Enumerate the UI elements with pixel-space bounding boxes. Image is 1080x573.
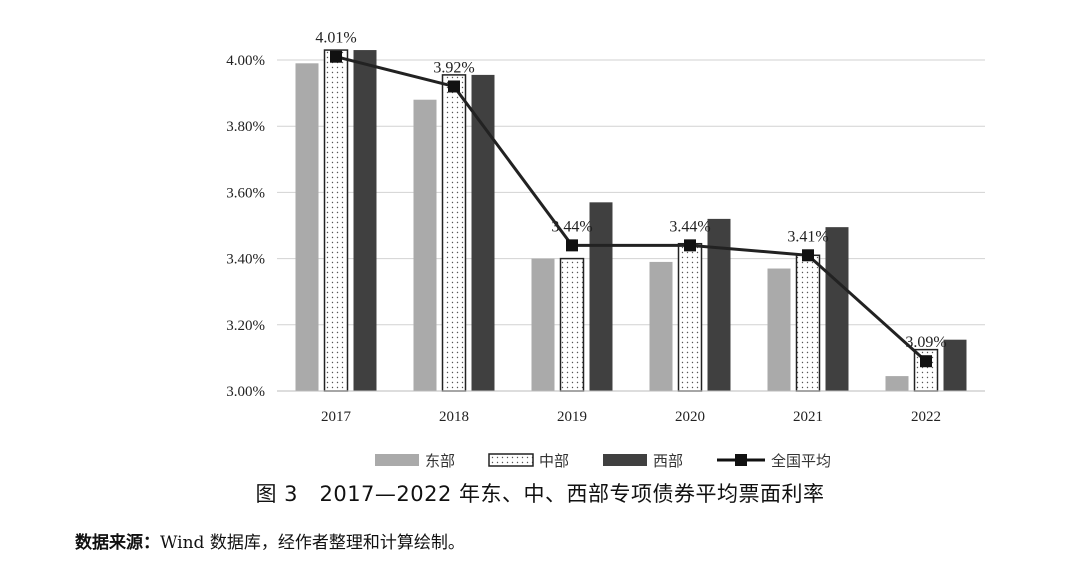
average-marker [684, 239, 696, 252]
legend-swatch-东部 [375, 454, 419, 466]
y-tick-label: 3.60% [226, 185, 265, 201]
bar-西部-2020 [707, 218, 731, 391]
legend-label-中部: 中部 [539, 452, 569, 470]
data-label: 3.44% [551, 218, 592, 235]
grid-lines [277, 59, 985, 326]
bar-中部-2018 [441, 74, 467, 392]
bar-中部-2021 [795, 254, 821, 392]
x-tick-label: 2021 [793, 409, 823, 425]
bar-中部-2020 [677, 242, 703, 392]
y-tick-label: 3.80% [226, 119, 265, 135]
bar-东部-2020 [649, 261, 673, 391]
bar-西部-2019 [589, 202, 613, 391]
average-marker [330, 50, 342, 63]
x-tick-label: 2020 [675, 409, 705, 425]
data-label: 3.92% [433, 59, 474, 76]
bar-东部-2021 [767, 268, 791, 391]
legend-label-全国平均: 全国平均 [771, 452, 831, 470]
data-source-text: Wind 数据库，经作者整理和计算绘制。 [160, 533, 465, 553]
average-marker [920, 355, 932, 368]
bar-东部-2017 [295, 63, 319, 392]
bar-中部-2017 [323, 49, 349, 392]
average-line [330, 50, 932, 368]
bar-东部-2018 [413, 99, 437, 391]
data-label: 3.44% [669, 218, 710, 235]
data-source: 数据来源：Wind 数据库，经作者整理和计算绘制。 [75, 528, 465, 553]
legend-label-西部: 西部 [653, 452, 683, 470]
data-label: 3.09% [905, 334, 946, 351]
bars [295, 49, 967, 392]
data-label: 3.41% [787, 228, 828, 245]
figure-caption: 图 3 2017—2022 年东、中、西部专项债券平均票面利率 [255, 482, 825, 506]
legend-label-东部: 东部 [425, 452, 455, 470]
data-label: 4.01% [315, 30, 356, 47]
bar-东部-2019 [531, 258, 555, 391]
x-tick-label: 2017 [321, 409, 352, 425]
legend-swatch-中部 [488, 453, 534, 467]
average-marker [802, 249, 814, 262]
bar-中部-2019 [559, 257, 585, 392]
y-axis-ticks: 3.00% 3.20% 3.40% 3.60% 3.80% 4.00% [226, 53, 265, 400]
bar-西部-2022 [943, 339, 967, 391]
average-marker [448, 80, 460, 93]
y-tick-label: 3.00% [226, 384, 265, 400]
legend-swatch-西部 [603, 454, 647, 466]
legend-line-marker [735, 454, 747, 466]
bar-西部-2017 [353, 50, 377, 391]
bar-西部-2018 [471, 74, 495, 392]
average-marker [566, 239, 578, 252]
bar-line-chart: 3.00%3.20%3.40%3.60%3.80%4.00% 2017 2018 2… [226, 30, 985, 470]
data-source-label: 数据来源： [75, 533, 160, 553]
x-tick-label: 2019 [557, 409, 587, 425]
y-tick-label: 3.20% [226, 318, 265, 334]
legend: 东部 中部 西部 全国平均 [375, 452, 831, 470]
y-tick-label: 4.00% [226, 53, 265, 69]
bar-西部-2021 [825, 227, 849, 391]
average-line-path [335, 55, 928, 363]
y-tick-label: 3.40% [226, 252, 265, 268]
x-axis-ticks: 2017 2018 2019 2020 2021 2022 [321, 409, 941, 425]
x-tick-label: 2018 [439, 409, 469, 425]
data-labels: 4.01% 3.92% 3.44% 3.44% 3.41% 3.09% [315, 30, 946, 352]
x-tick-label: 2022 [911, 409, 941, 425]
bar-东部-2022 [885, 376, 909, 391]
